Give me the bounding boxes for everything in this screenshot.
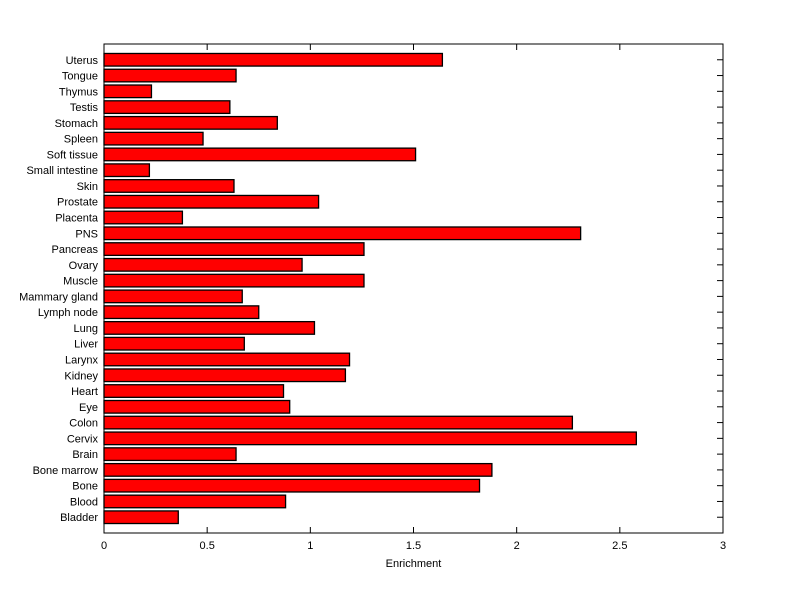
bar-eye: [103, 399, 291, 414]
bar-larynx: [103, 352, 351, 367]
bar-blood: [103, 494, 287, 509]
bar-spleen: [103, 131, 204, 146]
bar-ovary: [103, 257, 303, 272]
x-tick-label-2-5: 2.5: [612, 540, 627, 552]
y-tick-label-soft-tissue: Soft tissue: [47, 149, 98, 161]
y-tick-label-testis: Testis: [70, 102, 99, 114]
y-tick-label-blood: Blood: [70, 496, 98, 508]
y-tick-label-stomach: Stomach: [55, 118, 98, 130]
y-tick-label-muscle: Muscle: [63, 276, 98, 288]
bar-pns: [103, 226, 582, 241]
y-tick-label-bone: Bone: [72, 481, 98, 493]
bar-lung: [103, 320, 316, 335]
x-tick-label-2: 2: [514, 540, 520, 552]
y-tick-label-tongue: Tongue: [62, 71, 98, 83]
bar-heart: [103, 384, 285, 398]
bar-liver: [103, 336, 245, 351]
y-tick-label-eye: Eye: [79, 402, 98, 414]
x-tick-label-1: 1: [307, 540, 313, 552]
y-tick-label-thymus: Thymus: [59, 86, 99, 98]
y-tick-label-ovary: Ovary: [69, 260, 99, 272]
chart-content: 0 0.5 1 1.5 2 2.5 3 Uterus Tongue Thymus Testis Sto…: [19, 43, 726, 552]
x-tick-label-0: 0: [101, 540, 107, 552]
bar-bone-marrow: [103, 462, 493, 477]
bar-lymph-node: [103, 305, 260, 320]
y-tick-label-lymph-node: Lymph node: [38, 307, 98, 319]
bar-cervix: [103, 431, 637, 446]
plot-border: [103, 43, 724, 534]
bar-colon: [103, 415, 574, 430]
bar-soft-tissue: [103, 147, 417, 162]
y-tick-label-lung: Lung: [74, 323, 98, 335]
y-tick-label-spleen: Spleen: [64, 134, 98, 146]
y-tick-label-prostate: Prostate: [57, 197, 98, 209]
y-tick-label-bladder: Bladder: [60, 512, 98, 524]
bar-muscle: [103, 273, 365, 288]
bar-testis: [103, 100, 231, 115]
bar-prostate: [103, 194, 320, 209]
bar-kidney: [103, 368, 347, 383]
bar-bladder: [103, 510, 179, 525]
y-tick-label-mammary-gland: Mammary gland: [19, 291, 98, 303]
y-tick-label-larynx: Larynx: [65, 354, 99, 366]
y-tick-label-kidney: Kidney: [64, 370, 98, 382]
y-tick-label-heart: Heart: [71, 386, 98, 398]
y-tick-label-skin: Skin: [77, 181, 98, 193]
bar-placenta: [103, 210, 184, 225]
bar-skin: [103, 179, 235, 193]
bar-pancreas: [103, 242, 365, 257]
y-tick-label-pancreas: Pancreas: [52, 244, 99, 256]
x-axis-label: Enrichment: [386, 558, 442, 570]
y-tick-label-small-intestine: Small intestine: [26, 165, 98, 177]
bar-small-intestine: [103, 163, 151, 178]
x-tick-label-0-5: 0.5: [200, 540, 215, 552]
bar-brain: [103, 447, 237, 462]
bar-uterus: [103, 52, 444, 67]
y-tick-label-pns: PNS: [75, 228, 98, 240]
y-tick-label-colon: Colon: [69, 418, 98, 430]
y-tick-label-uterus: Uterus: [66, 55, 99, 67]
y-tick-label-placenta: Placenta: [55, 213, 99, 225]
y-tick-label-bone-marrow: Bone marrow: [33, 465, 98, 477]
bar-bone: [103, 478, 481, 493]
bar-mammary-gland: [103, 289, 243, 304]
y-tick-label-liver: Liver: [74, 339, 98, 351]
y-tick-label-brain: Brain: [72, 449, 98, 461]
bar-stomach: [103, 115, 278, 130]
y-tick-label-cervix: Cervix: [67, 433, 99, 445]
x-tick-label-3: 3: [720, 540, 726, 552]
bar-tongue: [103, 68, 237, 83]
x-tick-label-1-5: 1.5: [406, 540, 421, 552]
bar-thymus: [103, 84, 153, 99]
